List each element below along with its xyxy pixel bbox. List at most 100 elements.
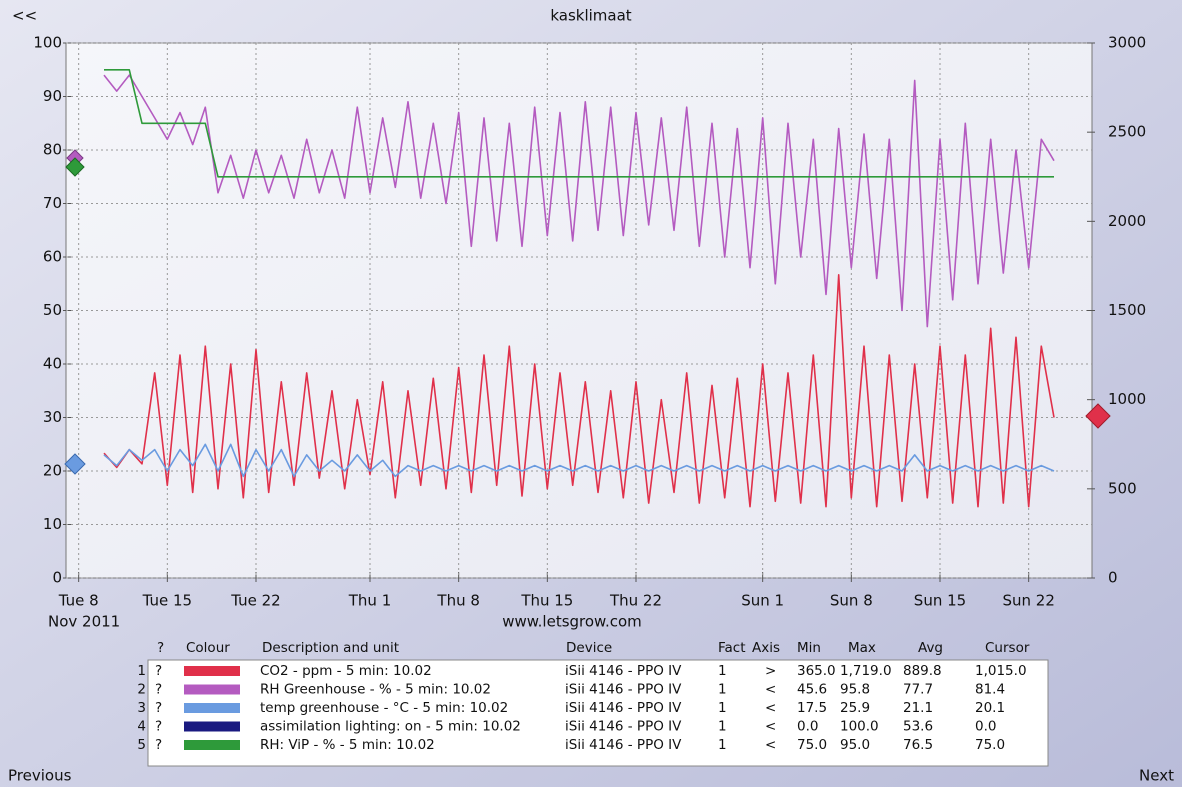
table-header: ?	[157, 640, 164, 656]
y2-tick-label: 3000	[1108, 34, 1146, 52]
chart-subtitle: www.letsgrow.com	[502, 613, 642, 631]
row-fact: 1	[718, 682, 727, 698]
x-tick-label: Sun 22	[1002, 592, 1054, 610]
row-description: CO2 - ppm - 5 min: 10.02	[260, 663, 432, 679]
row-max: 1,719.0	[840, 663, 892, 679]
row-help: ?	[155, 663, 162, 679]
row-axis: <	[765, 737, 776, 753]
y-tick-label: 0	[52, 569, 62, 587]
colour-swatch	[184, 721, 240, 732]
row-min: 0.0	[797, 719, 818, 735]
colour-swatch	[184, 684, 240, 695]
table-header: Min	[797, 640, 821, 656]
row-description: RH Greenhouse - % - 5 min: 10.02	[260, 682, 491, 698]
row-help: ?	[155, 737, 162, 753]
series-line	[103, 273, 1055, 508]
row-fact: 1	[718, 663, 727, 679]
row-help: ?	[155, 682, 162, 698]
cursor-markers	[64, 149, 1111, 475]
table-header: Max	[848, 640, 876, 656]
row-min: 75.0	[797, 737, 827, 753]
table-header: Fact	[718, 640, 746, 656]
row-min: 365.0	[797, 663, 836, 679]
x-tick-label: Thu 1	[348, 592, 392, 610]
y2-tick-label: 0	[1108, 569, 1118, 587]
cursor-marker[interactable]	[64, 453, 86, 475]
row-device: iSii 4146 - PPO IV	[565, 682, 682, 698]
y2-tick-label: 2000	[1108, 212, 1146, 230]
row-help: ?	[155, 719, 162, 735]
row-description: RH: ViP - % - 5 min: 10.02	[260, 737, 435, 753]
row-axis: <	[765, 700, 776, 716]
y-tick-label: 30	[43, 408, 62, 426]
y-tick-label: 20	[43, 462, 62, 480]
x-tick-label: Tue 22	[230, 592, 280, 610]
row-description: temp greenhouse - °C - 5 min: 10.02	[260, 700, 508, 716]
x-tick-label: Sun 1	[741, 592, 784, 610]
row-avg: 889.8	[903, 663, 942, 679]
y2-tick-label: 500	[1108, 479, 1137, 497]
row-axis: <	[765, 682, 776, 698]
colour-swatch	[184, 740, 240, 750]
row-cursor: 75.0	[975, 737, 1005, 753]
row-max: 100.0	[840, 719, 879, 735]
row-index: 3	[137, 700, 146, 716]
colour-swatch	[184, 666, 240, 676]
row-max: 95.0	[840, 737, 870, 753]
chart-title: kasklimaat	[550, 7, 631, 25]
y-tick-label: 10	[43, 515, 62, 533]
row-avg: 53.6	[903, 719, 933, 735]
row-fact: 1	[718, 719, 727, 735]
row-device: iSii 4146 - PPO IV	[565, 719, 682, 735]
legend-table	[147, 659, 1049, 767]
cursor-marker[interactable]	[1085, 403, 1111, 429]
previous-button[interactable]: Previous	[8, 767, 72, 785]
row-cursor: 20.1	[975, 700, 1005, 716]
table-header: Avg	[918, 640, 943, 656]
x-tick-label: Thu 22	[609, 592, 662, 610]
table-header: Colour	[186, 640, 230, 656]
back-link[interactable]: <<	[12, 7, 37, 25]
row-description: assimilation lighting: on - 5 min: 10.02	[260, 719, 521, 735]
row-min: 17.5	[797, 700, 827, 716]
row-help: ?	[155, 700, 162, 716]
row-avg: 77.7	[903, 682, 933, 698]
table-header: Device	[566, 640, 612, 656]
y-tick-label: 100	[33, 34, 62, 52]
row-axis: <	[765, 719, 776, 735]
series-line	[103, 443, 1055, 478]
row-avg: 76.5	[903, 737, 933, 753]
row-avg: 21.1	[903, 700, 933, 716]
row-max: 95.8	[840, 682, 870, 698]
y-tick-label: 80	[43, 141, 62, 159]
row-max: 25.9	[840, 700, 870, 716]
y2-tick-label: 1000	[1108, 390, 1146, 408]
row-device: iSii 4146 - PPO IV	[565, 737, 682, 753]
row-index: 4	[137, 719, 146, 735]
y-tick-label: 70	[43, 194, 62, 212]
row-axis: >	[765, 663, 776, 679]
row-index: 1	[137, 663, 146, 679]
next-button[interactable]: Next	[1139, 767, 1174, 785]
series-line	[104, 69, 1054, 178]
table-header: Description and unit	[262, 640, 399, 656]
row-fact: 1	[718, 700, 727, 716]
y2-tick-label: 1500	[1108, 301, 1146, 319]
x-period-label: Nov 2011	[48, 613, 120, 631]
y-tick-label: 50	[43, 301, 62, 319]
cursor-marker[interactable]	[65, 157, 85, 177]
y-tick-label: 60	[43, 248, 62, 266]
series-line	[103, 74, 1055, 328]
row-cursor: 1,015.0	[975, 663, 1027, 679]
x-tick-label: Thu 15	[520, 592, 573, 610]
row-index: 2	[137, 682, 146, 698]
row-fact: 1	[718, 737, 727, 753]
row-device: iSii 4146 - PPO IV	[565, 700, 682, 716]
plot-area	[65, 42, 1093, 579]
y-tick-label: 40	[43, 355, 62, 373]
row-min: 45.6	[797, 682, 827, 698]
x-tick-label: Sun 15	[914, 592, 966, 610]
row-device: iSii 4146 - PPO IV	[565, 663, 682, 679]
row-cursor: 0.0	[975, 719, 996, 735]
